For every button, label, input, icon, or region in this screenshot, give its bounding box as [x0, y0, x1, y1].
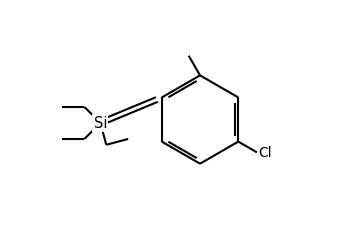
Text: Si: Si: [94, 116, 107, 131]
Text: Cl: Cl: [258, 146, 272, 160]
